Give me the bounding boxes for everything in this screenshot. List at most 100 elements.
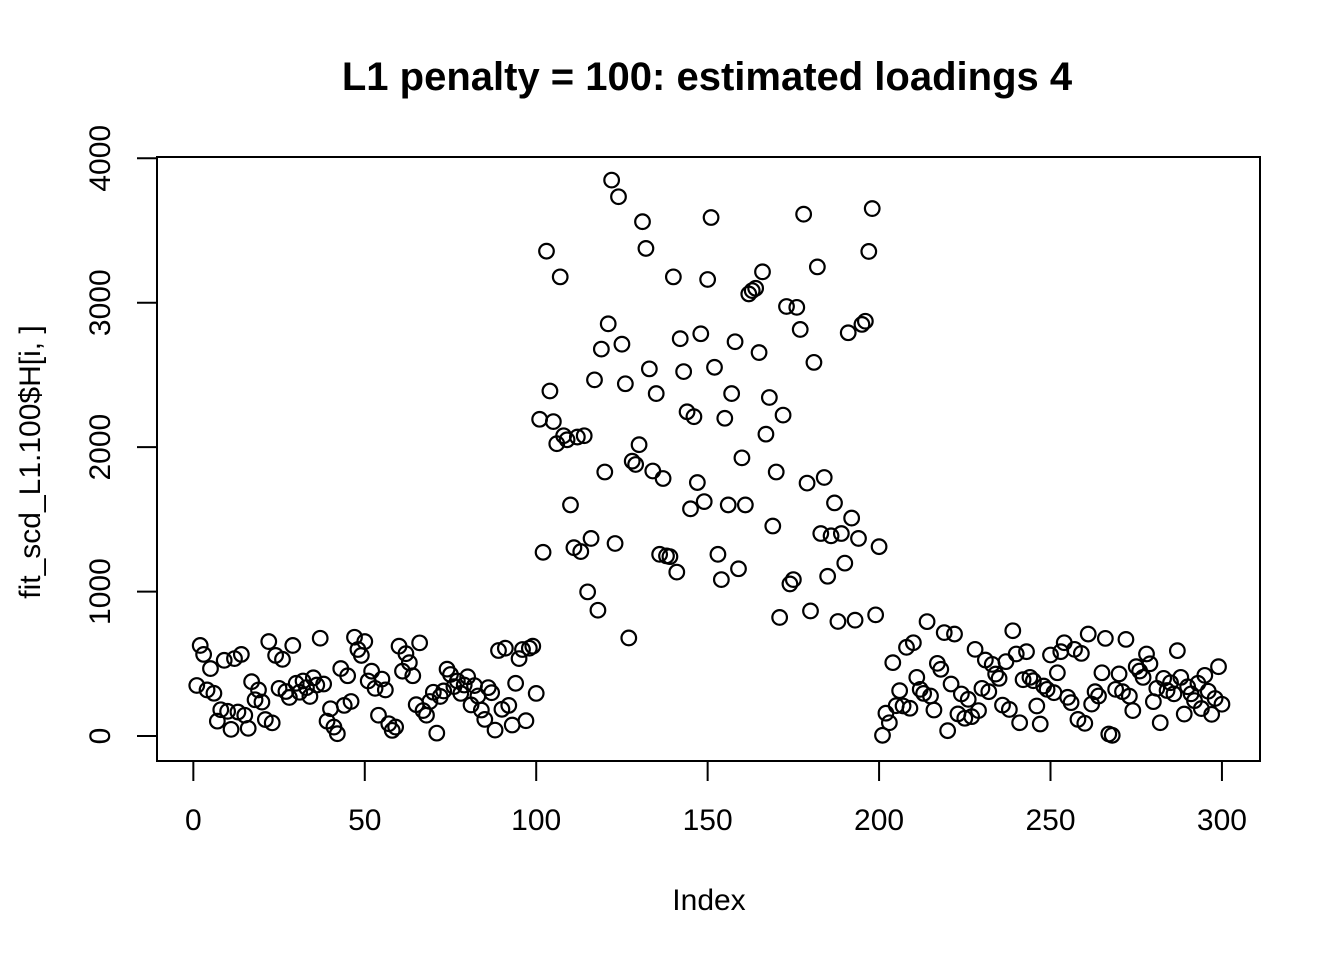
- data-point: [370, 706, 387, 724]
- data-point: [575, 427, 593, 445]
- data-point: [212, 701, 230, 719]
- data-point: [490, 642, 507, 659]
- data-point: [682, 500, 699, 518]
- data-point: [452, 685, 470, 702]
- data-point: [970, 702, 987, 719]
- data-point: [757, 425, 775, 443]
- data-point: [387, 718, 405, 736]
- data-point: [1011, 714, 1029, 732]
- data-point: [483, 684, 501, 702]
- data-point: [846, 611, 864, 629]
- data-point: [586, 371, 603, 389]
- data-point: [613, 335, 631, 353]
- data-point: [891, 682, 909, 700]
- data-point: [592, 340, 610, 358]
- x-axis-label: Index: [672, 884, 745, 917]
- data-point: [568, 428, 586, 446]
- data-point: [791, 321, 809, 338]
- x-tick-label: 300: [1197, 804, 1247, 837]
- data-point: [1107, 680, 1125, 698]
- data-point: [634, 213, 651, 231]
- data-point: [877, 704, 895, 722]
- data-point: [534, 543, 552, 561]
- data-point: [668, 563, 686, 581]
- data-point: [517, 712, 535, 730]
- data-point: [736, 496, 754, 514]
- data-point: [733, 449, 751, 467]
- data-point: [215, 651, 233, 669]
- data-point: [514, 641, 531, 658]
- data-point: [688, 474, 706, 491]
- data-point: [524, 637, 542, 655]
- data-point: [1062, 694, 1080, 712]
- data-point: [1196, 666, 1214, 684]
- data-point: [778, 298, 795, 315]
- data-point: [253, 693, 271, 711]
- data-point: [287, 674, 305, 692]
- data-point: [764, 517, 782, 535]
- data-point: [815, 469, 833, 486]
- data-point: [246, 691, 264, 709]
- data-point: [826, 494, 843, 512]
- data-point: [1127, 658, 1145, 676]
- data-point: [428, 724, 446, 742]
- data-point: [486, 721, 504, 739]
- data-point: [805, 353, 823, 371]
- data-point: [500, 696, 518, 714]
- data-point: [260, 633, 278, 650]
- data-point: [610, 188, 627, 206]
- data-point: [644, 462, 662, 480]
- data-point: [747, 279, 765, 297]
- y-tick-label: 1000: [84, 558, 117, 625]
- data-point: [1168, 642, 1186, 660]
- data-points: [188, 171, 1231, 744]
- data-point: [795, 205, 813, 223]
- data-point: [342, 693, 360, 710]
- data-point: [507, 674, 525, 692]
- data-point: [1165, 685, 1183, 703]
- data-point: [1210, 658, 1227, 676]
- y-tick-label: 2000: [84, 414, 117, 481]
- data-point: [1031, 715, 1049, 733]
- data-point: [479, 679, 497, 697]
- data-point: [856, 312, 874, 330]
- data-point: [339, 667, 357, 685]
- data-point: [308, 676, 326, 694]
- data-point: [1103, 726, 1121, 744]
- data-point: [832, 525, 850, 542]
- data-point: [311, 629, 329, 647]
- data-point: [376, 681, 394, 699]
- data-point: [726, 333, 744, 351]
- data-point: [1141, 655, 1159, 673]
- data-point: [884, 654, 902, 672]
- data-point: [836, 554, 854, 572]
- chart-title: L1 penalty = 100: estimated loadings 4: [342, 55, 1073, 99]
- data-point: [808, 258, 826, 276]
- data-point: [1021, 668, 1039, 686]
- data-point: [706, 358, 723, 376]
- data-point: [239, 719, 257, 737]
- data-point: [527, 685, 545, 702]
- data-point: [699, 271, 717, 288]
- data-point: [1079, 625, 1097, 643]
- data-point: [771, 609, 789, 626]
- data-point: [1138, 645, 1155, 663]
- data-point: [675, 363, 693, 381]
- data-point: [1151, 714, 1169, 732]
- data-point: [1014, 671, 1032, 689]
- data-point: [1004, 622, 1022, 640]
- data-point: [195, 646, 213, 663]
- data-point: [1213, 695, 1231, 713]
- data-point: [925, 701, 943, 719]
- data-point: [363, 662, 381, 680]
- data-point: [551, 268, 569, 286]
- data-point: [596, 463, 614, 481]
- data-point: [263, 714, 281, 732]
- data-point: [620, 629, 638, 647]
- data-point: [853, 315, 871, 333]
- data-point: [1162, 674, 1179, 692]
- data-point: [870, 538, 888, 556]
- data-point: [918, 613, 936, 631]
- data-point: [496, 639, 514, 657]
- data-point: [232, 646, 250, 663]
